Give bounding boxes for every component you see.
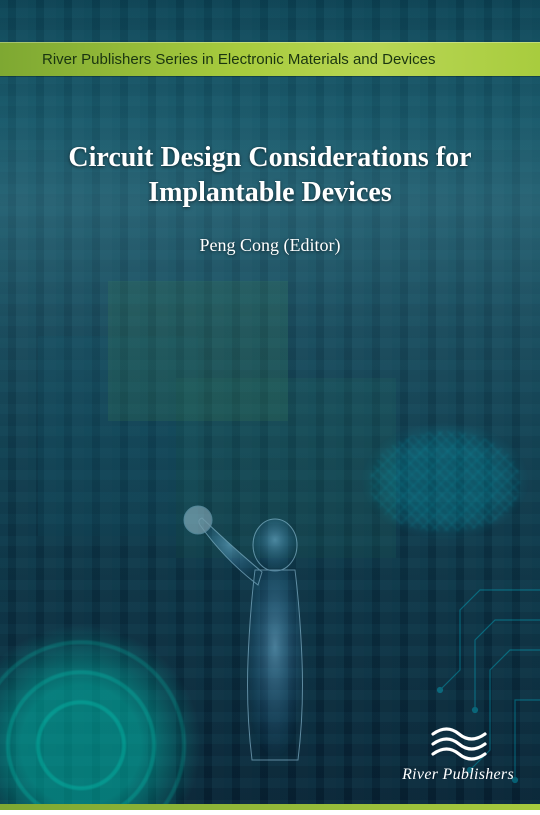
waves-icon [429, 722, 487, 762]
publisher-logo: River Publishers [402, 722, 514, 784]
human-figure-graphic [170, 490, 370, 770]
book-author: Peng Cong (Editor) [0, 235, 540, 256]
book-cover: River Publishers Series in Electronic Ma… [0, 0, 540, 810]
series-label: River Publishers Series in Electronic Ma… [42, 51, 436, 68]
bottom-accent-strip [0, 804, 540, 810]
series-banner: River Publishers Series in Electronic Ma… [0, 42, 540, 76]
publisher-name: River Publishers [402, 766, 514, 784]
brain-circuit-graphic [360, 421, 530, 541]
book-title: Circuit Design Considerations for Implan… [40, 140, 500, 210]
